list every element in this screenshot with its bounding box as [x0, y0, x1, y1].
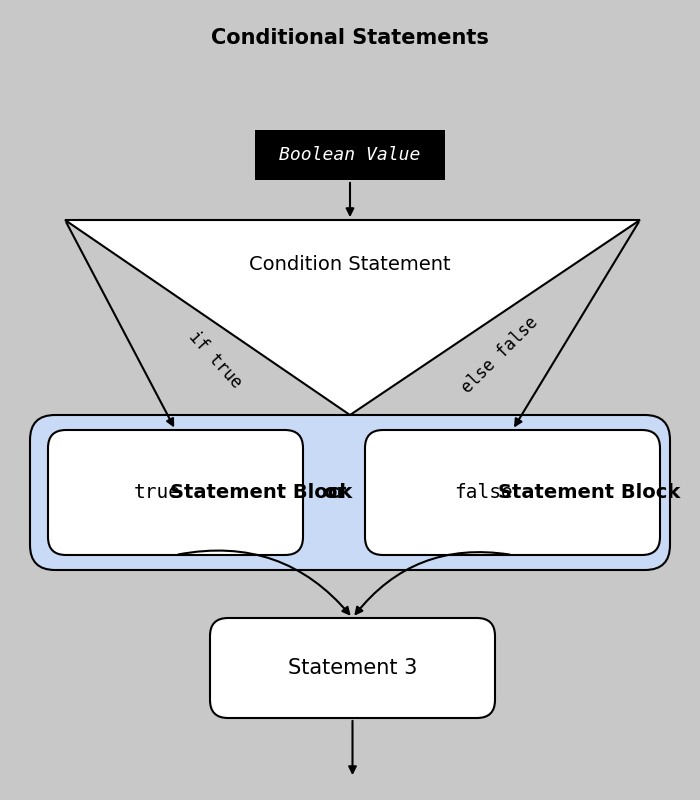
Text: Conditional Statements: Conditional Statements: [211, 28, 489, 48]
Text: Statement Block: Statement Block: [498, 483, 680, 502]
Text: Condition Statement: Condition Statement: [249, 255, 451, 274]
FancyBboxPatch shape: [210, 618, 495, 718]
Text: false: false: [454, 483, 513, 502]
Text: else false: else false: [458, 314, 542, 397]
Text: or: or: [323, 482, 346, 502]
Text: Statement 3: Statement 3: [288, 658, 417, 678]
FancyBboxPatch shape: [48, 430, 303, 555]
Text: Statement Block: Statement Block: [171, 483, 353, 502]
Polygon shape: [65, 220, 640, 415]
FancyBboxPatch shape: [255, 130, 445, 180]
Text: true: true: [134, 483, 181, 502]
Text: if true: if true: [185, 328, 245, 392]
FancyBboxPatch shape: [30, 415, 670, 570]
FancyBboxPatch shape: [365, 430, 660, 555]
Text: Boolean Value: Boolean Value: [279, 146, 421, 164]
